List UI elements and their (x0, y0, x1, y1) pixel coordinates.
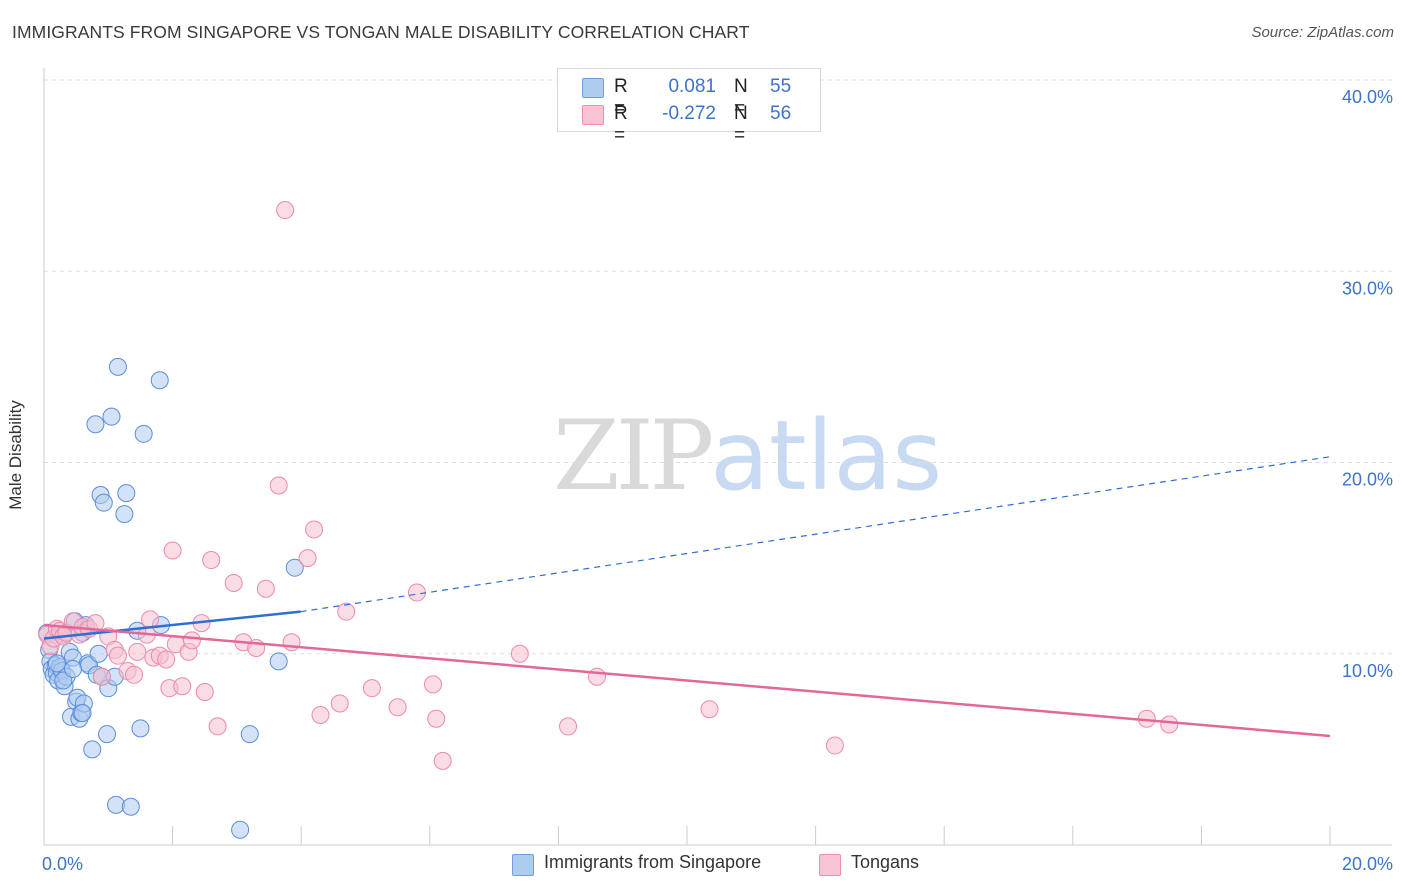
point-singapore (285, 558, 304, 577)
point-singapore (231, 820, 250, 839)
point-tongans (282, 633, 301, 652)
legend-swatch-singapore (582, 78, 604, 98)
point-tongans (1160, 715, 1179, 734)
point-singapore (63, 660, 82, 679)
point-tongans (825, 736, 844, 755)
gridlines (44, 79, 1392, 655)
point-singapore (121, 797, 140, 816)
bottom-legend-label-tongans: Tongans (851, 852, 920, 872)
point-tongans (92, 667, 111, 686)
point-tongans (276, 201, 295, 220)
bottom-legend-swatch-tongans (819, 854, 841, 876)
bottom-legend-label-singapore: Immigrants from Singapore (544, 852, 762, 872)
bottom-legend-swatch-singapore (512, 854, 534, 876)
point-tongans (141, 610, 160, 629)
point-singapore (150, 371, 169, 390)
point-singapore (240, 725, 259, 744)
legend-swatch-tongans (582, 105, 604, 125)
point-tongans (330, 694, 349, 713)
series-singapore-points (38, 357, 304, 839)
point-singapore (94, 493, 113, 512)
point-tongans (208, 717, 227, 736)
y-tick-label: 20.0% (1342, 470, 1393, 490)
point-tongans (108, 646, 127, 665)
point-tongans (128, 642, 147, 661)
y-tick-label: 40.0% (1342, 87, 1393, 107)
point-tongans (362, 679, 381, 698)
point-tongans (337, 602, 356, 621)
point-tongans (298, 549, 317, 568)
point-tongans (388, 698, 407, 717)
point-tongans (256, 579, 275, 598)
trend-lines (43, 456, 1331, 738)
point-tongans (157, 650, 176, 669)
point-singapore (117, 484, 136, 503)
legend-n-label: N = (734, 103, 748, 146)
point-tongans (559, 717, 578, 736)
point-tongans (173, 677, 192, 696)
point-tongans (125, 665, 144, 684)
point-tongans (224, 573, 243, 592)
legend-r-label: R = (614, 103, 628, 146)
y-tick-label: 10.0% (1342, 661, 1393, 681)
trend-line-tongans (43, 623, 1331, 738)
y-tick-label: 30.0% (1342, 278, 1393, 298)
point-tongans (700, 700, 719, 719)
point-tongans (163, 541, 182, 560)
point-tongans (86, 614, 105, 633)
point-tongans (510, 644, 529, 663)
trend-line-singapore-extension (300, 456, 1331, 613)
point-singapore (47, 654, 66, 673)
point-tongans (195, 683, 214, 701)
legend-n-label: N = (734, 76, 748, 119)
point-singapore (108, 357, 127, 376)
legend-n-value: 56 (770, 103, 792, 124)
point-tongans (424, 675, 443, 694)
point-singapore (83, 740, 102, 759)
trend-line-singapore (43, 610, 301, 640)
point-tongans (202, 551, 221, 570)
point-singapore (134, 424, 153, 443)
point-singapore (89, 644, 108, 663)
axes (43, 68, 1392, 846)
point-singapore (107, 795, 126, 814)
point-singapore (102, 407, 121, 426)
point-tongans (433, 751, 452, 770)
x-tick-label: 20.0% (1342, 854, 1393, 874)
legend-r-label: R = (614, 76, 628, 119)
point-singapore (131, 719, 150, 738)
point-tongans (311, 705, 330, 724)
legend-r-value: -0.272 (662, 103, 716, 124)
legend-r-value: 0.081 (668, 76, 716, 97)
point-singapore (73, 704, 92, 723)
point-singapore (98, 725, 117, 744)
point-tongans (182, 631, 201, 650)
correlation-legend: R = 0.081 N = 55 R = -0.272 N = 56 (557, 68, 821, 146)
watermark: ZIPatlas (553, 400, 942, 512)
point-tongans (587, 667, 606, 686)
watermark-atlas: atlas (710, 400, 943, 512)
point-tongans (427, 709, 446, 728)
point-singapore (115, 505, 134, 524)
point-singapore (54, 671, 73, 690)
point-singapore (86, 415, 105, 434)
point-singapore (269, 652, 288, 671)
series-tongans-points (38, 201, 1179, 770)
chart-title: IMMIGRANTS FROM SINGAPORE VS TONGAN MALE… (12, 22, 750, 42)
point-tongans (407, 583, 426, 602)
x-tick-label: 0.0% (42, 854, 83, 874)
watermark-zip: ZIP (553, 400, 714, 512)
point-tongans (269, 476, 288, 495)
tick-labels: 10.0% 20.0% 30.0% 40.0% 0.0% 20.0% (42, 87, 1393, 874)
source-credit: Source: ZipAtlas.com (1251, 24, 1394, 41)
legend-n-value: 55 (770, 76, 792, 97)
point-tongans (305, 520, 324, 539)
